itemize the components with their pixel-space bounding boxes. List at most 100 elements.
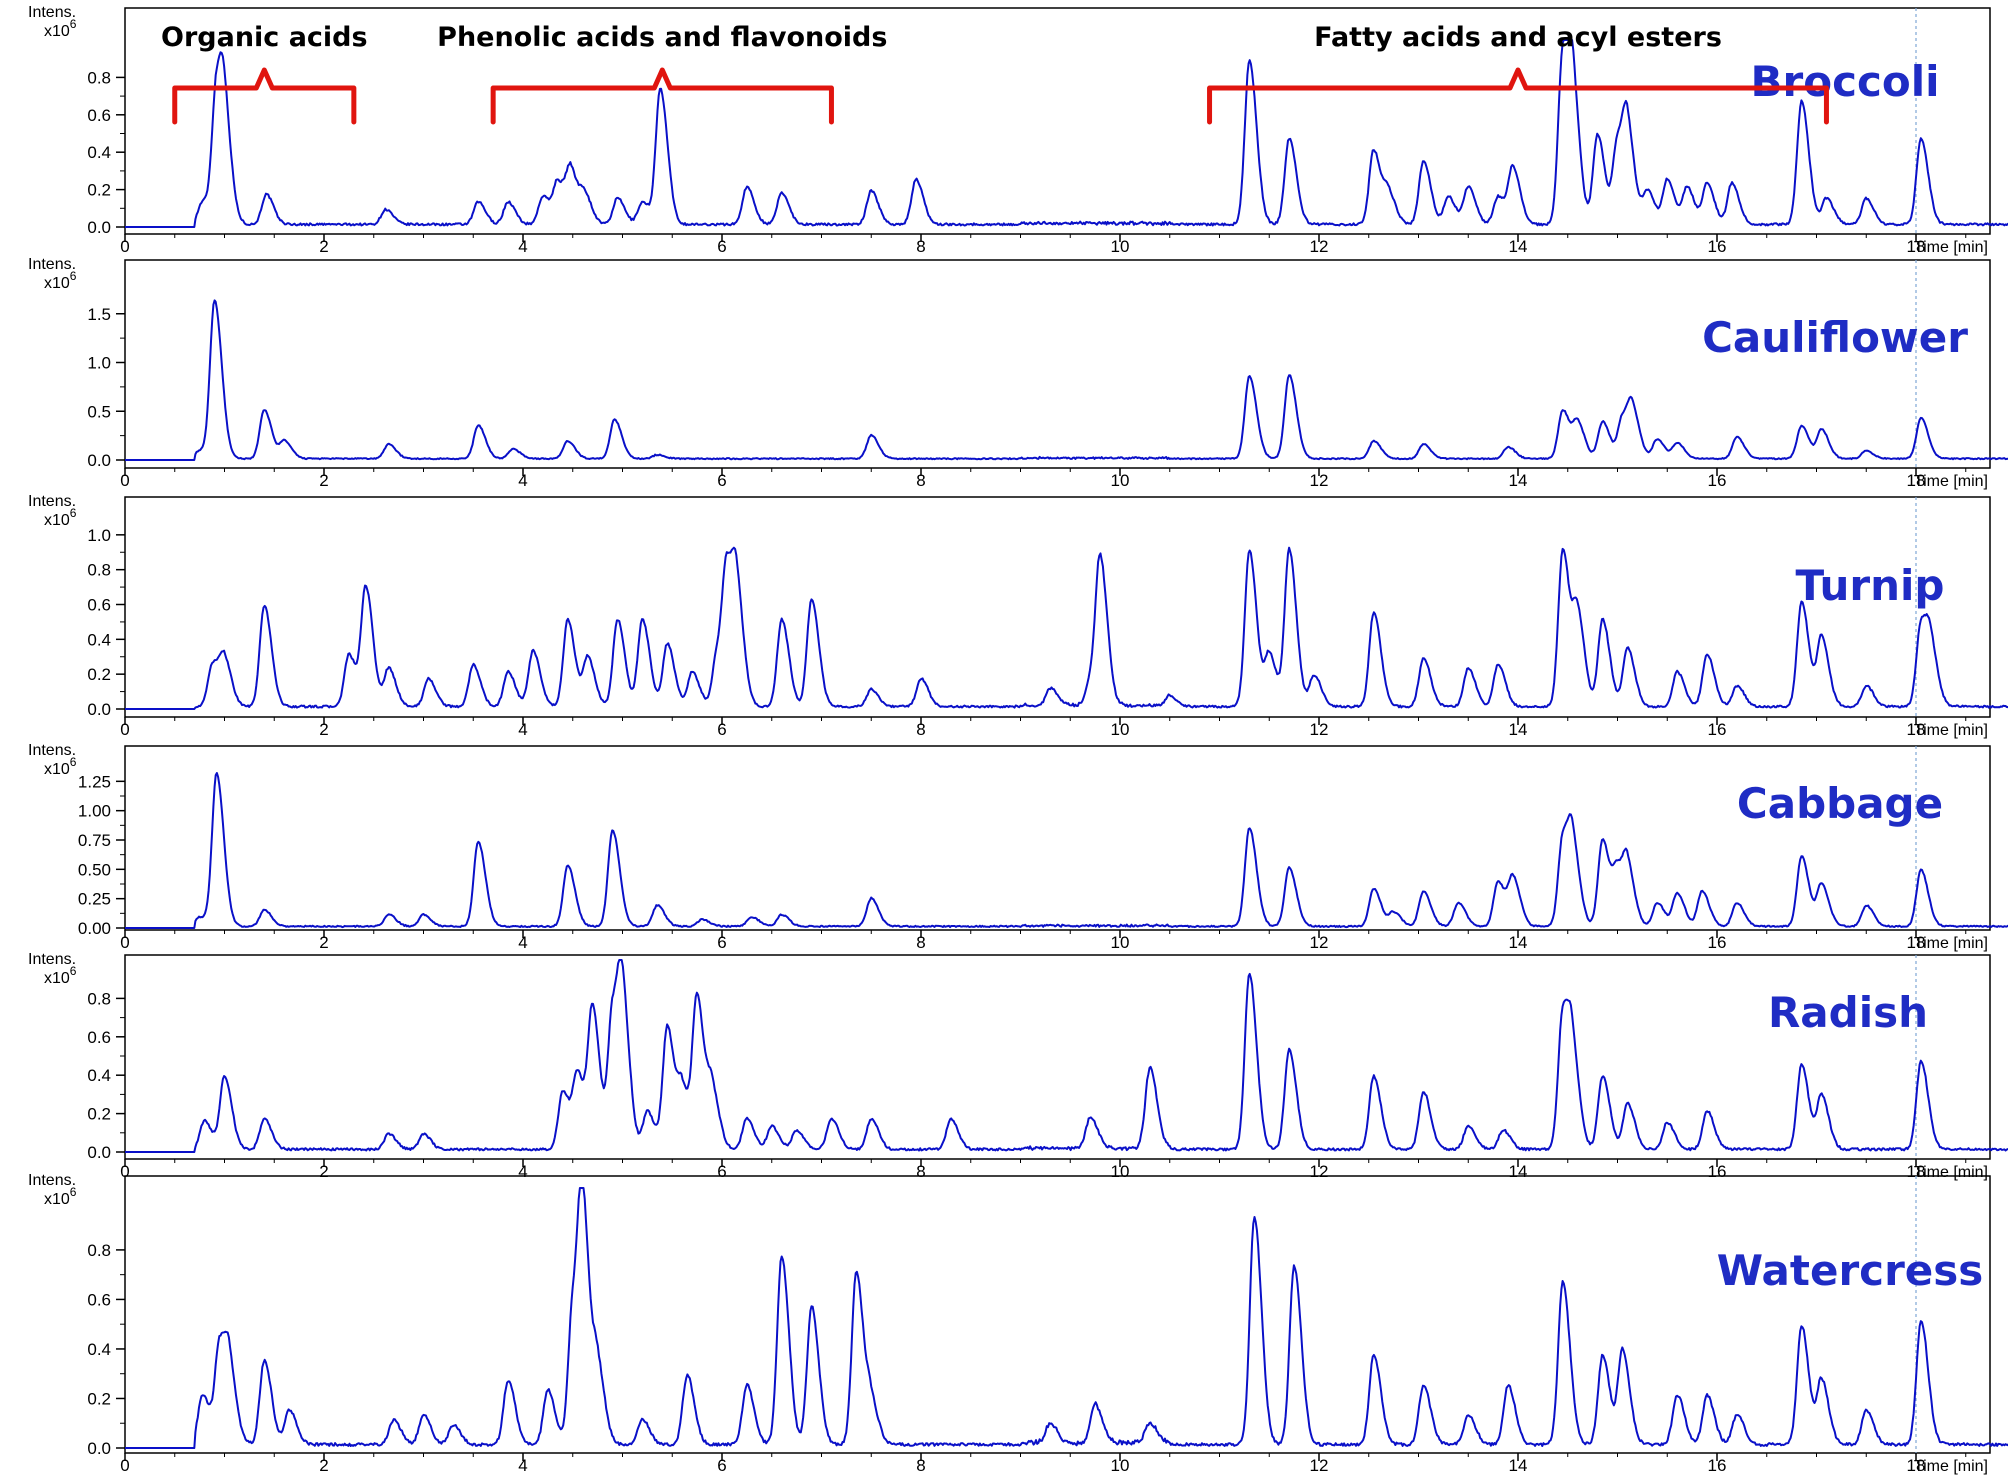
y-tick-label: 1.0: [87, 354, 111, 373]
chromatogram-trace: [125, 39, 2008, 228]
x-axis-label: Time [min]: [1914, 935, 1988, 952]
y-tick-label: 0.6: [87, 1028, 111, 1047]
x-tick-label: 14: [1509, 237, 1528, 256]
plot-frame: [124, 496, 1991, 718]
y-axis-label: Intens.: [28, 1172, 76, 1189]
x-tick-label: 6: [717, 1162, 726, 1181]
group-annotations: Organic acids Phenolic acids and flavonoi…: [161, 22, 1829, 125]
x-tick-label: 6: [717, 471, 726, 490]
y-axis-multiplier-exponent: 6: [70, 506, 77, 520]
group-label: Phenolic acids and flavonoids: [437, 22, 887, 53]
x-tick-label: 8: [916, 471, 925, 490]
plot-frame: [124, 1175, 1991, 1454]
panel-watercress: 0.0 0.2 0.4 0.6 0.8 Intens.x106 0 2 4 6 8 10 12 14 16 1…: [28, 1172, 2008, 1475]
x-tick-label: 12: [1310, 237, 1329, 256]
y-tick-label: 0.5: [87, 402, 111, 421]
x-axis-label: Time [min]: [1914, 1164, 1988, 1181]
x-tick-label: 0: [120, 933, 129, 952]
y-axis-multiplier: x106: [44, 755, 77, 778]
x-tick-label: 4: [518, 471, 527, 490]
x-tick-label: 14: [1509, 471, 1528, 490]
group-brace: [172, 67, 357, 125]
x-tick-label: 10: [1111, 720, 1130, 739]
y-tick-label: 0.4: [87, 630, 111, 649]
y-axis-multiplier: x106: [44, 964, 77, 987]
panel-turnip: 0.0 0.2 0.4 0.6 0.8 1.0 Intens.x106 0 2 4 6 8 10 12 14…: [28, 493, 2008, 739]
x-tick-label: 4: [518, 933, 527, 952]
y-tick-label: 0.4: [87, 143, 111, 162]
x-tick-label: 8: [916, 1456, 925, 1475]
x-axis-label: Time [min]: [1914, 1458, 1988, 1475]
x-tick-label: 14: [1509, 933, 1528, 952]
plot-frame: [124, 259, 1991, 469]
y-tick-label: 1.0: [87, 526, 111, 545]
y-axis-multiplier-exponent: 6: [70, 964, 77, 978]
y-tick-label: 1.5: [87, 305, 111, 324]
y-tick-label: 0.50: [78, 860, 111, 879]
x-tick-label: 12: [1310, 720, 1329, 739]
y-axis-label: Intens.: [28, 951, 76, 968]
x-tick-label: 4: [518, 1456, 527, 1475]
x-tick-label: 4: [518, 237, 527, 256]
x-tick-label: 0: [120, 471, 129, 490]
x-tick-label: 10: [1111, 1162, 1130, 1181]
x-tick-label: 16: [1708, 1162, 1727, 1181]
group-label: Fatty acids and acyl esters: [1314, 22, 1722, 53]
y-axis-multiplier: x106: [44, 269, 77, 292]
x-tick-label: 18: [1907, 720, 1926, 739]
chromatogram-trace: [125, 772, 2008, 929]
x-tick-label: 10: [1111, 1456, 1130, 1475]
x-tick-label: 4: [518, 1162, 527, 1181]
plot-frame: [124, 745, 1991, 931]
x-tick-label: 6: [717, 933, 726, 952]
y-tick-label: 0.2: [87, 181, 111, 200]
y-tick-label: 0.0: [87, 218, 111, 237]
y-axis-multiplier: x106: [44, 17, 77, 40]
x-tick-label: 8: [916, 720, 925, 739]
y-axis-multiplier-exponent: 6: [70, 17, 77, 31]
x-tick-label: 0: [120, 720, 129, 739]
x-tick-label: 16: [1708, 237, 1727, 256]
x-tick-label: 12: [1310, 1456, 1329, 1475]
plot-frame: [124, 7, 1991, 235]
x-tick-label: 6: [717, 1456, 726, 1475]
y-tick-label: 0.2: [87, 665, 111, 684]
sample-label: Turnip: [1795, 561, 1944, 610]
group-brace: [490, 67, 834, 125]
y-tick-label: 0.4: [87, 1066, 111, 1085]
x-tick-label: 8: [916, 1162, 925, 1181]
chromatogram-trace: [125, 546, 2008, 710]
y-axis-multiplier-exponent: 6: [70, 755, 77, 769]
x-tick-label: 10: [1111, 237, 1130, 256]
y-tick-label: 0.8: [87, 561, 111, 580]
y-axis-label: Intens.: [28, 256, 76, 273]
y-tick-label: 0.8: [87, 1241, 111, 1260]
x-tick-label: 14: [1509, 1162, 1528, 1181]
x-axis-label: Time [min]: [1914, 722, 1988, 739]
chromatogram-trace: [125, 1187, 2008, 1449]
x-tick-label: 16: [1708, 720, 1727, 739]
y-tick-label: 0.25: [78, 890, 111, 909]
y-tick-label: 0.75: [78, 831, 111, 850]
y-tick-label: 0.6: [87, 1290, 111, 1309]
chromatogram-trace: [125, 299, 2008, 461]
x-tick-label: 8: [916, 237, 925, 256]
x-tick-label: 2: [319, 237, 328, 256]
y-tick-label: 0.2: [87, 1105, 111, 1124]
x-tick-label: 2: [319, 471, 328, 490]
x-tick-label: 10: [1111, 933, 1130, 952]
x-tick-label: 0: [120, 1456, 129, 1475]
y-tick-label: 0.8: [87, 68, 111, 87]
sample-label: Cabbage: [1737, 779, 1943, 828]
x-tick-label: 12: [1310, 1162, 1329, 1181]
x-tick-label: 18: [1907, 1456, 1926, 1475]
sample-label: Watercress: [1717, 1246, 1984, 1295]
y-tick-label: 0.6: [87, 106, 111, 125]
y-axis-label: Intens.: [28, 4, 76, 21]
x-tick-label: 16: [1708, 1456, 1727, 1475]
panel-broccoli: 0.0 0.2 0.4 0.6 0.8 Intens.x106 0 2 4 6 8 10 12 14 16 1…: [28, 4, 2008, 256]
y-tick-label: 1.00: [78, 802, 111, 821]
x-tick-label: 14: [1509, 1456, 1528, 1475]
y-axis-multiplier-exponent: 6: [70, 1185, 77, 1199]
